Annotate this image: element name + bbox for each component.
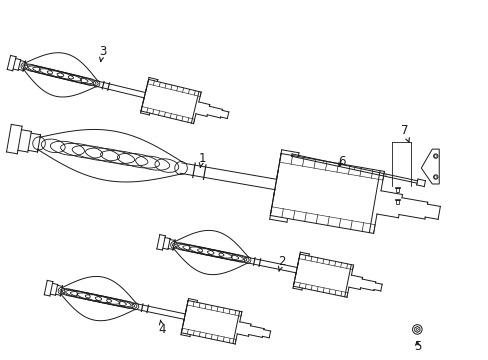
Text: 7: 7 bbox=[400, 124, 408, 142]
Text: 3: 3 bbox=[99, 45, 106, 61]
Bar bbox=[394, 199, 399, 200]
Text: 2: 2 bbox=[278, 255, 285, 271]
Text: 4: 4 bbox=[158, 320, 166, 336]
Text: 1: 1 bbox=[198, 152, 205, 167]
Bar bbox=[394, 187, 399, 188]
Text: 5: 5 bbox=[413, 340, 420, 353]
Bar bbox=[395, 188, 398, 192]
Bar bbox=[395, 200, 398, 203]
Text: 6: 6 bbox=[337, 154, 345, 167]
